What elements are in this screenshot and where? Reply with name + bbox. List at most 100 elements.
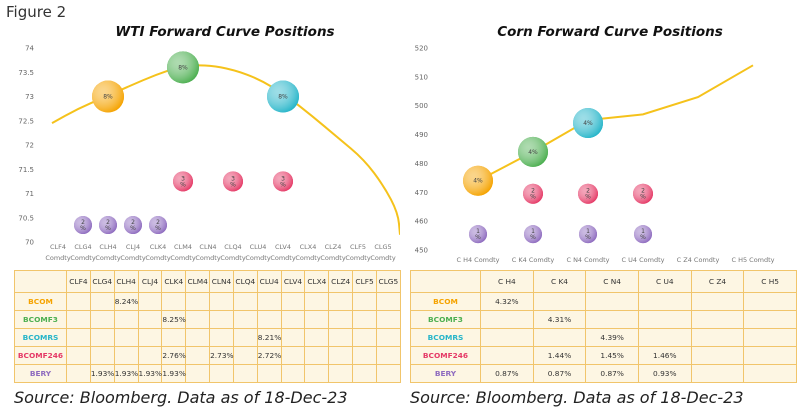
- wti-bubble-shine: [99, 216, 117, 235]
- corn-value-cell: [532, 328, 587, 347]
- wti-x-tick: CLJ4 Comdty: [120, 243, 146, 262]
- wti-y-tick: 73.5: [18, 69, 34, 77]
- wti-value-cell: 1.93%: [161, 364, 187, 383]
- corn-corner-cell: [410, 270, 481, 293]
- figure-label: Figure 2: [6, 3, 67, 21]
- wti-value-cell: [328, 346, 354, 365]
- wti-table-row: BCOM 8.24%: [14, 292, 401, 311]
- corn-table-row: BERY 0.87% 0.87% 0.87% 0.93%: [410, 364, 797, 383]
- wti-value-cell: [304, 328, 330, 347]
- wti-position-bubble: 2%: [149, 216, 167, 235]
- corn-table-row: BCOMRS 4.39%: [410, 328, 797, 347]
- corn-x-tick: C U4 Comdty: [622, 256, 665, 264]
- wti-value-cell: [232, 292, 258, 311]
- corn-value-cell: 1.46%: [637, 346, 692, 365]
- source-note-right: Source: Bloomberg. Data as of 18-Dec-23: [410, 388, 744, 407]
- corn-bubble-shine: [524, 225, 542, 244]
- wti-bubble-label: 2%: [105, 219, 111, 232]
- wti-value-cell: [375, 310, 401, 329]
- corn-table-row: BCOM 4.32%: [410, 292, 797, 311]
- wti-value-cell: [161, 292, 187, 311]
- corn-y-tick: 480: [415, 160, 428, 168]
- wti-value-cell: 1.93%: [89, 364, 115, 383]
- corn-bubble-shine: [518, 136, 548, 167]
- wti-value-cell: [209, 292, 234, 311]
- corn-value-cell: [743, 364, 797, 383]
- wti-value-cell: [352, 292, 377, 311]
- corn-y-tick: 490: [415, 131, 428, 139]
- corn-x-tick: C K4 Comdty: [512, 256, 555, 264]
- corn-y-tick: 470: [415, 189, 428, 197]
- corn-value-cell: [743, 292, 797, 311]
- wti-corner-cell: [14, 270, 67, 293]
- wti-column-header: CLG4: [89, 270, 115, 293]
- wti-position-bubble: 8%: [92, 80, 124, 113]
- wti-column-header: CLH4: [113, 270, 139, 293]
- corn-bubble-shine: [463, 165, 493, 196]
- wti-x-tick: CLK4 Comdty: [145, 243, 171, 262]
- corn-x-tick: C H4 Comdty: [456, 256, 499, 264]
- wti-value-cell: [66, 364, 91, 383]
- wti-x-tick: CLU4 Comdty: [245, 243, 271, 262]
- wti-value-cell: [304, 364, 330, 383]
- wti-bubble-label: 2%: [155, 219, 161, 232]
- wti-value-cell: [232, 310, 258, 329]
- wti-y-tick: 71.5: [18, 166, 34, 174]
- wti-position-bubble: 3%: [173, 171, 193, 192]
- wti-value-cell: [185, 346, 211, 365]
- wti-value-cell: [113, 346, 139, 365]
- wti-y-tick: 73: [25, 93, 34, 101]
- wti-positions-table: CLF4 CLG4 CLH4 CLJ4 CLK4 CLM4 CLN4 CLQ4 CLU4 CLV4…: [14, 270, 401, 383]
- wti-value-cell: [232, 328, 258, 347]
- corn-bubble-shine: [634, 225, 652, 244]
- corn-y-tick: 500: [415, 102, 428, 110]
- wti-x-tick: CLG5 Comdty: [370, 243, 396, 262]
- wti-value-cell: 8.25%: [161, 310, 187, 329]
- wti-value-cell: [232, 346, 258, 365]
- wti-row-label: BERY: [14, 364, 67, 383]
- wti-x-tick: CLF5 Comdty: [345, 243, 371, 262]
- corn-chart: 450 460 470 480 490 500 510 520 C H4 Comdty C K4 …: [415, 45, 775, 265]
- wti-value-cell: [375, 346, 401, 365]
- corn-x-tick: C Z4 Comdty: [677, 256, 720, 264]
- wti-value-cell: 2.72%: [256, 346, 282, 365]
- wti-position-bubble: 3%: [223, 171, 243, 192]
- corn-row-label: BCOMF3: [410, 310, 481, 329]
- wti-bubble-shine: [124, 216, 142, 235]
- wti-value-cell: [137, 346, 163, 365]
- wti-column-header: CLV4: [280, 270, 306, 293]
- wti-y-tick: 72.5: [18, 117, 34, 125]
- wti-position-bubble: 8%: [167, 51, 199, 84]
- wti-bubble-shine: [273, 171, 293, 192]
- wti-value-cell: [89, 292, 115, 311]
- wti-bubble-label: 3%: [180, 175, 186, 188]
- corn-value-cell: 0.93%: [637, 364, 692, 383]
- wti-x-tick: CLZ4 Comdty: [320, 243, 346, 262]
- corn-position-bubble: 2%: [633, 183, 653, 204]
- wti-bubble-shine: [173, 171, 193, 192]
- wti-column-header: CLN4: [209, 270, 234, 293]
- wti-column-header: CLF5: [352, 270, 377, 293]
- corn-value-cell: 0.87%: [480, 364, 534, 383]
- wti-column-header: CLU4: [256, 270, 282, 293]
- corn-value-cell: [585, 292, 639, 311]
- corn-position-bubble: 1%: [634, 225, 652, 244]
- corn-value-cell: [743, 346, 797, 365]
- wti-column-header: CLF4: [66, 270, 91, 293]
- wti-value-cell: [256, 364, 282, 383]
- corn-value-cell: [743, 328, 797, 347]
- wti-value-cell: [328, 292, 354, 311]
- wti-value-cell: [352, 310, 377, 329]
- wti-row-label: BCOMF3: [14, 310, 67, 329]
- corn-bubble-label: 2%: [640, 188, 646, 201]
- wti-column-header: CLG5: [375, 270, 401, 293]
- corn-bubble-shine: [523, 183, 543, 204]
- corn-bubble-label: 1%: [530, 228, 536, 241]
- wti-column-header: CLZ4: [328, 270, 354, 293]
- corn-bubble-label: 4%: [583, 120, 593, 127]
- wti-value-cell: [185, 310, 211, 329]
- corn-column-header: C U4: [637, 270, 692, 293]
- corn-bubble-label: 2%: [530, 188, 536, 201]
- wti-x-tick: CLG4 Comdty: [70, 243, 96, 262]
- corn-row-label: BCOMF246: [410, 346, 481, 365]
